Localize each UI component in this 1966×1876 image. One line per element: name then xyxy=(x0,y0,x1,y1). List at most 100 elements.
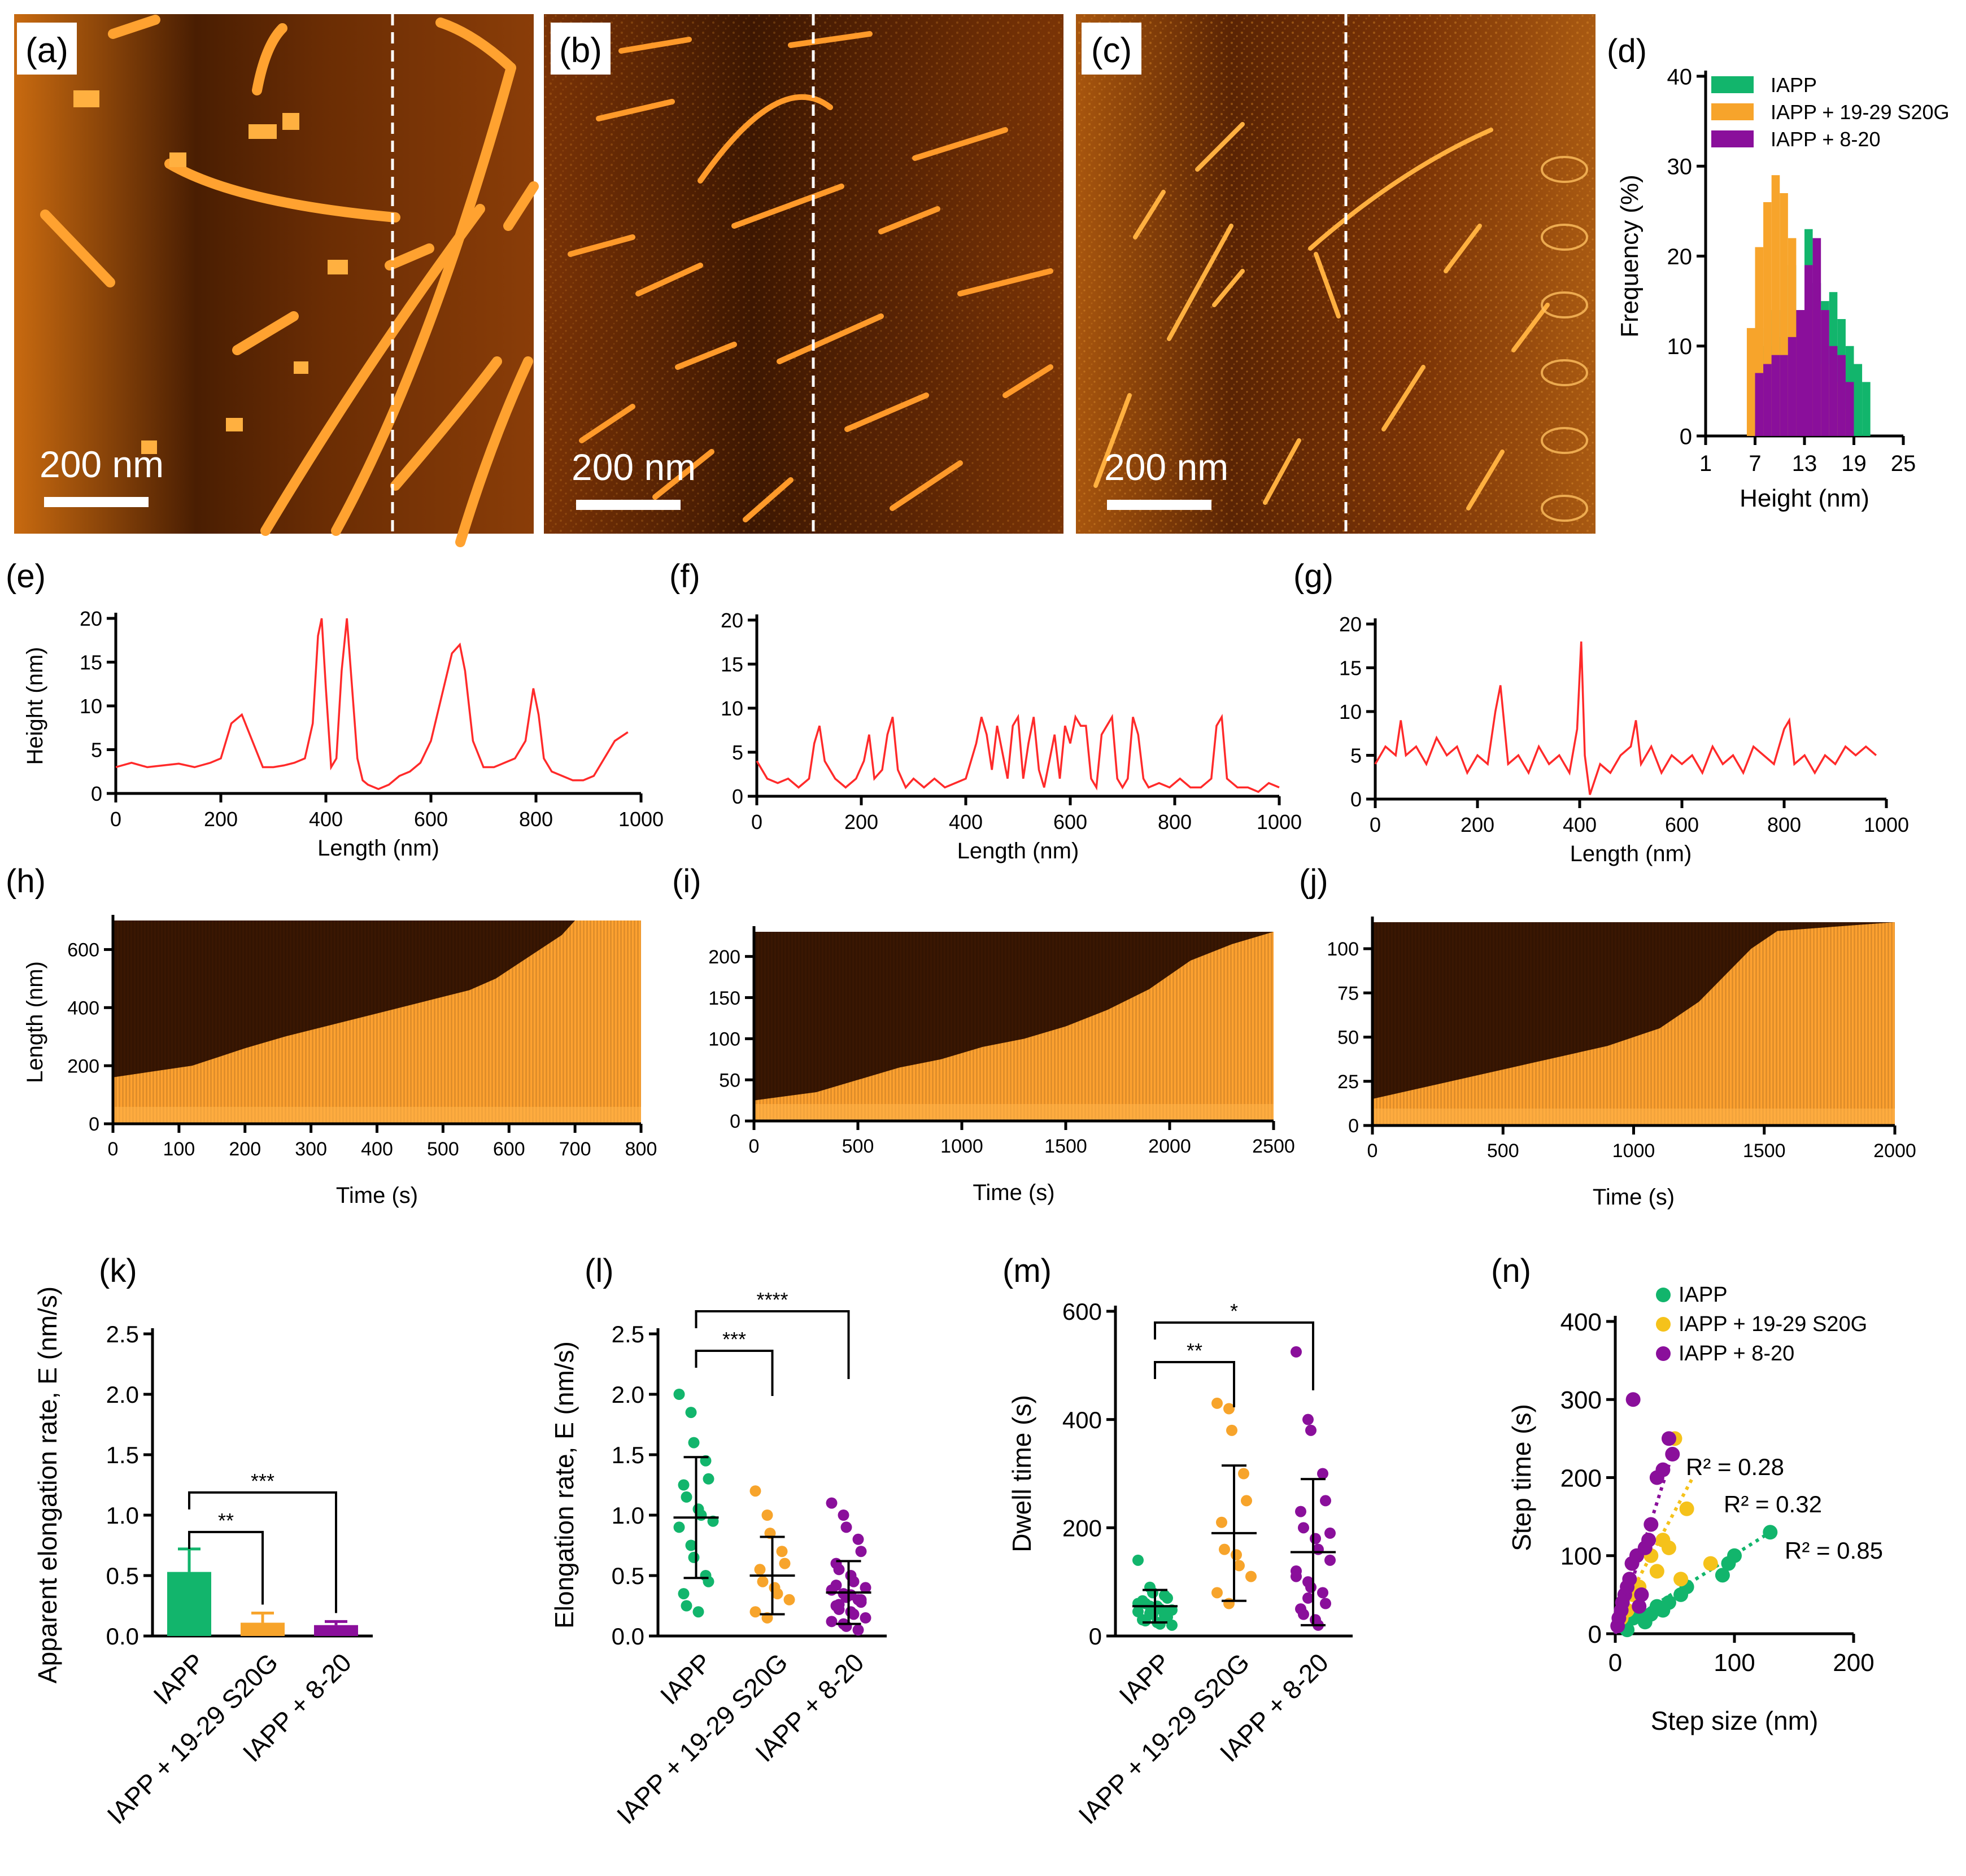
y-tick-label: 15 xyxy=(80,651,102,674)
scatter-chart-n: 0 100 200 300 400 0 100 200 Step size (nm) Step t… xyxy=(1507,1283,1883,1735)
fibrils-c xyxy=(1093,122,1550,511)
x-tick-label: 1500 xyxy=(1743,1140,1786,1162)
y-tick-label: 100 xyxy=(708,1029,740,1050)
histogram-bar-iapp-8-20 xyxy=(1821,310,1829,436)
y-axis-label: Apparent elongation rate, E (nm/s) xyxy=(33,1286,62,1683)
x-tick-label: 1000 xyxy=(1612,1140,1655,1162)
y-axis-label: Length (nm) xyxy=(23,961,47,1083)
r-squared-annotation: R² = 0.28 xyxy=(1686,1454,1784,1480)
data-point xyxy=(1320,1495,1331,1507)
x-tick-label: 1000 xyxy=(618,808,664,831)
y-tick-label: 0 xyxy=(1680,424,1692,449)
data-point xyxy=(1679,1501,1694,1516)
data-point xyxy=(1302,1413,1314,1425)
data-point xyxy=(852,1533,864,1545)
data-point xyxy=(1219,1543,1230,1555)
kymograph-texture xyxy=(113,920,641,1124)
y-tick-label: 10 xyxy=(1339,700,1362,723)
data-point xyxy=(1211,1397,1223,1409)
fibrils-a xyxy=(40,15,539,547)
significance-label: **** xyxy=(756,1288,788,1311)
data-point xyxy=(1154,1618,1166,1630)
x-tick-label: 25 xyxy=(1891,451,1916,476)
x-tick-label: 1500 xyxy=(1044,1136,1087,1157)
data-point xyxy=(1291,1570,1302,1582)
significance-bracket xyxy=(1154,1361,1235,1407)
data-point xyxy=(1622,1572,1637,1587)
significance-bracket xyxy=(188,1491,337,1613)
legend-swatch xyxy=(1711,76,1754,93)
y-tick-label: 600 xyxy=(1062,1298,1102,1325)
x-tick-label: 100 xyxy=(163,1138,195,1160)
legend-swatch xyxy=(1711,130,1754,147)
x-tick-label: 400 xyxy=(1563,813,1597,836)
legend-marker xyxy=(1656,1288,1671,1302)
bar-2 xyxy=(314,1625,358,1636)
fit-line xyxy=(1614,1530,1771,1631)
y-tick-label: 5 xyxy=(91,738,102,761)
y-tick-label: 400 xyxy=(67,998,99,1019)
x-tick-label: 800 xyxy=(1158,810,1192,834)
y-tick-label: 25 xyxy=(1337,1071,1359,1093)
x-tick-label: 0 xyxy=(1370,813,1381,836)
data-point xyxy=(852,1624,864,1636)
data-point xyxy=(826,1616,838,1628)
afm-image-c: (c) 200 nm xyxy=(1076,14,1596,534)
y-tick-label: 0.0 xyxy=(612,1623,644,1650)
y-tick-label: 50 xyxy=(719,1070,740,1091)
x-tick-label: 1000 xyxy=(1257,810,1302,834)
data-point xyxy=(749,1485,761,1497)
x-tick-label: 2500 xyxy=(1252,1136,1295,1157)
data-point xyxy=(1324,1554,1336,1566)
significance-label: *** xyxy=(251,1469,274,1493)
x-tick-label: 600 xyxy=(414,808,448,831)
histogram-bar-iapp-19-29-s20g xyxy=(1746,328,1755,436)
panel-label-k: (k) xyxy=(99,1253,137,1289)
x-tick-label: 13 xyxy=(1792,451,1817,476)
y-tick-label: 30 xyxy=(1667,155,1693,180)
y-tick-label: 20 xyxy=(80,607,102,630)
significance-label: *** xyxy=(722,1328,746,1351)
bar-chart-k: 0.0 0.5 1.0 1.5 2.0 2.5 Apparent elongation ra… xyxy=(33,1286,373,1830)
x-tick-label: 600 xyxy=(493,1138,525,1160)
data-point xyxy=(673,1389,685,1400)
data-point xyxy=(860,1612,871,1624)
data-point xyxy=(783,1594,795,1605)
data-point xyxy=(1226,1424,1237,1436)
kymograph-chart-h: 0 200 400 600 0 100 200 300 400 500 600 700 800 Time … xyxy=(23,915,657,1208)
y-tick-label: 10 xyxy=(80,695,102,718)
y-tick-label: 0.5 xyxy=(612,1563,644,1589)
x-tick-label: 19 xyxy=(1841,451,1867,476)
data-point xyxy=(1162,1592,1173,1604)
y-tick-label: 400 xyxy=(1560,1308,1602,1336)
data-point xyxy=(749,1606,761,1618)
data-point xyxy=(681,1600,692,1612)
height-profile-line xyxy=(1374,641,1877,795)
data-point xyxy=(1295,1506,1306,1517)
kymograph-seed-band xyxy=(113,1107,641,1124)
data-point xyxy=(757,1576,769,1587)
y-tick-label: 40 xyxy=(1667,64,1693,89)
data-point xyxy=(692,1606,704,1618)
data-point xyxy=(1147,1587,1158,1599)
y-tick-label: 200 xyxy=(1560,1464,1602,1492)
data-point xyxy=(1632,1599,1647,1614)
data-point xyxy=(848,1608,860,1620)
x-tick-label: 1 xyxy=(1699,451,1712,476)
data-point xyxy=(855,1546,867,1557)
data-point xyxy=(1159,1605,1170,1617)
data-point xyxy=(1661,1540,1676,1555)
kymograph-texture xyxy=(754,932,1274,1121)
data-point xyxy=(1238,1468,1249,1480)
y-axis-label: Step time (s) xyxy=(1507,1404,1536,1551)
x-axis-label: Time (s) xyxy=(1593,1185,1675,1210)
scale-bar-a xyxy=(44,497,149,507)
histogram-bar-iapp-8-20 xyxy=(1771,355,1780,436)
data-point xyxy=(1661,1431,1676,1446)
